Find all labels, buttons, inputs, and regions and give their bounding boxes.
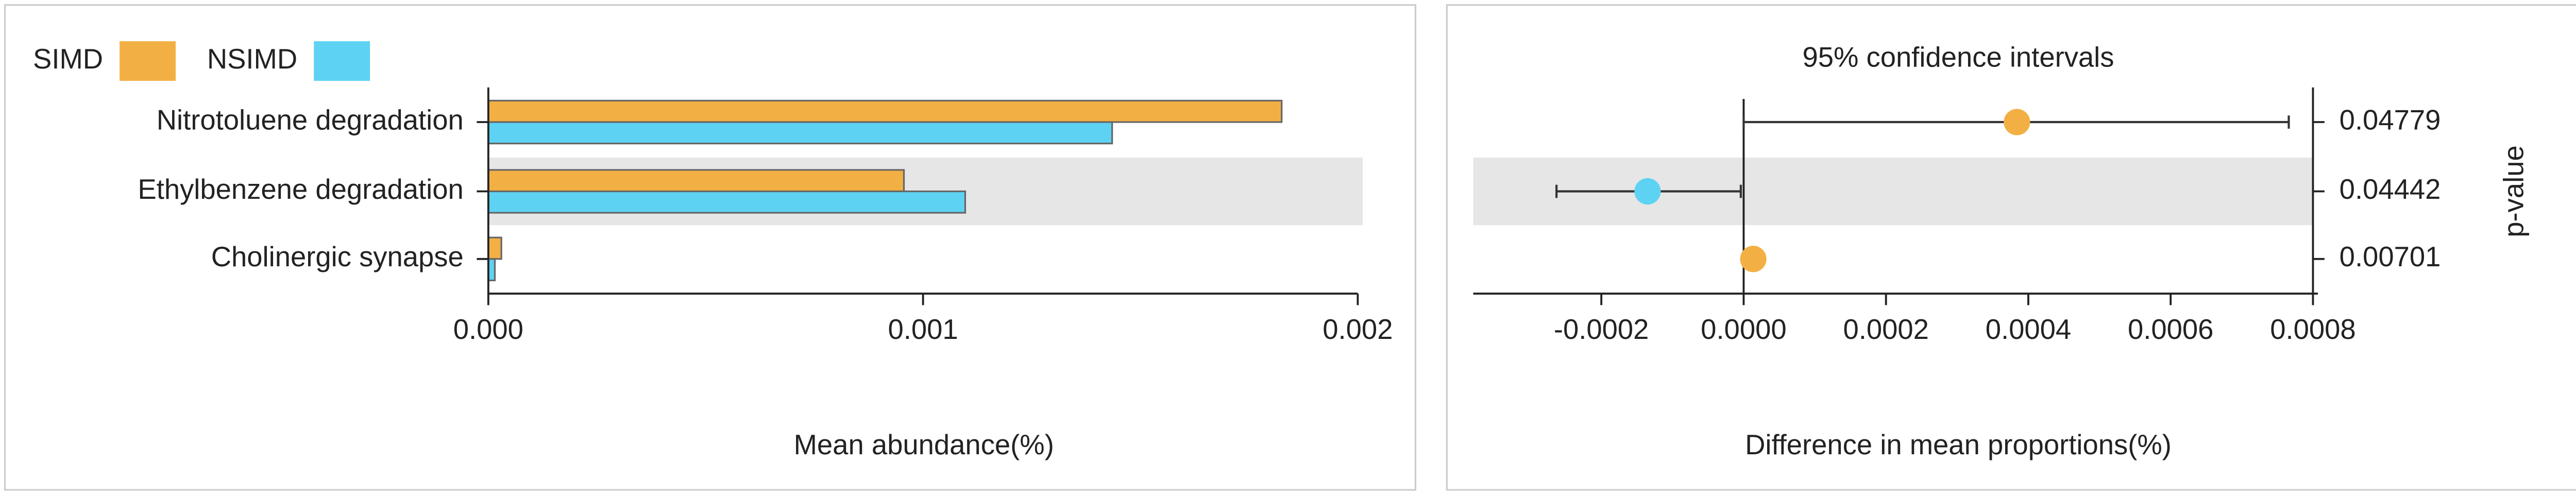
x-tick-label: 0.000: [453, 314, 523, 345]
category-label: Nitrotoluene degradation: [157, 104, 464, 135]
x-tick-label: -0.0002: [1554, 314, 1649, 345]
point: [1634, 178, 1661, 205]
bar: [487, 121, 1113, 145]
bar: [487, 99, 1283, 123]
point: [2004, 109, 2030, 135]
x-axis-label: Difference in mean proportions(%): [1745, 429, 2172, 460]
point: [1740, 246, 1767, 272]
error-bar: [1742, 109, 2290, 135]
bar: [487, 169, 905, 193]
p-value-label: 0.04442: [2340, 174, 2441, 205]
x-tick-label: 0.0004: [1986, 314, 2071, 345]
p-value-label: 0.04779: [2340, 104, 2441, 135]
x-tick-label: 0.0000: [1701, 314, 1786, 345]
x-tick-label: 0.001: [888, 314, 958, 345]
chart-title: 95% confidence intervals: [1802, 42, 2114, 73]
bar: [487, 190, 967, 214]
error-bar: [1555, 178, 1742, 205]
legend-label: NSIMD: [207, 43, 297, 75]
x-tick-label: 0.0006: [2128, 314, 2213, 345]
x-axis-label: Mean abundance(%): [794, 429, 1054, 460]
bar: [487, 236, 502, 260]
left-panel: [4, 4, 1417, 491]
legend-swatch: [314, 41, 370, 81]
x-tick-label: 0.0008: [2270, 314, 2355, 345]
legend-label: SIMD: [33, 43, 103, 75]
legend-swatch: [120, 41, 176, 81]
x-tick-label: 0.002: [1323, 314, 1393, 345]
x-tick-label: 0.0002: [1843, 314, 1928, 345]
category-label: Cholinergic synapse: [211, 241, 464, 272]
category-label: Ethylbenzene degradation: [138, 174, 463, 205]
p-value-label: 0.00701: [2340, 241, 2441, 272]
y2-axis-label: p-value: [2498, 145, 2530, 237]
error-bar: [1740, 246, 1767, 272]
right-panel: [1446, 4, 2576, 491]
